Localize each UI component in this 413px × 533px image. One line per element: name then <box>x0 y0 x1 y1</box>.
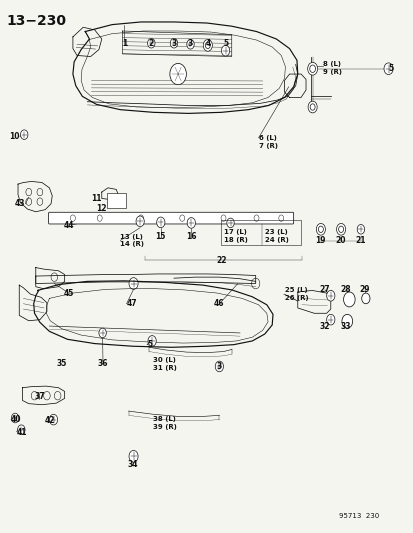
Circle shape <box>147 38 154 48</box>
Text: 44: 44 <box>63 221 74 230</box>
Circle shape <box>307 62 317 75</box>
Circle shape <box>170 38 177 48</box>
Text: 47: 47 <box>126 299 137 308</box>
Text: 14 (R): 14 (R) <box>120 241 144 247</box>
Text: 13 (L): 13 (L) <box>120 234 143 240</box>
Circle shape <box>326 290 334 301</box>
Text: 17 (L): 17 (L) <box>223 229 246 235</box>
Text: 2: 2 <box>148 39 154 48</box>
Circle shape <box>129 278 138 289</box>
Text: 13−230: 13−230 <box>7 14 67 28</box>
Text: 10: 10 <box>9 132 20 141</box>
Text: 21: 21 <box>355 237 365 246</box>
Text: 46: 46 <box>214 299 224 308</box>
Text: 12: 12 <box>96 204 107 213</box>
Text: 16: 16 <box>185 232 196 241</box>
Text: 28: 28 <box>339 285 350 294</box>
Circle shape <box>326 314 334 325</box>
Text: 29: 29 <box>359 285 369 294</box>
Text: 22: 22 <box>216 256 226 264</box>
Circle shape <box>221 45 229 56</box>
Circle shape <box>226 218 234 228</box>
Circle shape <box>203 39 212 51</box>
Text: 15: 15 <box>155 232 166 241</box>
Circle shape <box>383 63 392 75</box>
Text: 9 (R): 9 (R) <box>322 69 341 76</box>
Text: 95713  230: 95713 230 <box>338 513 378 519</box>
Text: 3: 3 <box>216 362 221 372</box>
Text: 7 (R): 7 (R) <box>258 143 277 149</box>
Circle shape <box>361 293 369 304</box>
Circle shape <box>215 361 223 372</box>
Text: 27: 27 <box>319 285 330 294</box>
Text: 8 (L): 8 (L) <box>322 61 340 68</box>
Circle shape <box>343 292 354 307</box>
Text: 45: 45 <box>64 288 74 297</box>
Circle shape <box>21 130 28 140</box>
Text: 33: 33 <box>339 321 350 330</box>
Text: 34: 34 <box>127 460 138 469</box>
Circle shape <box>187 217 195 228</box>
Circle shape <box>99 328 106 338</box>
Text: 31 (R): 31 (R) <box>152 365 176 370</box>
FancyBboxPatch shape <box>48 212 293 224</box>
Text: 19: 19 <box>315 237 325 246</box>
Circle shape <box>316 223 325 235</box>
Text: 5: 5 <box>147 340 152 349</box>
Text: 1: 1 <box>121 39 127 48</box>
Text: 38 (L): 38 (L) <box>153 416 176 422</box>
Circle shape <box>147 336 156 346</box>
Text: 11: 11 <box>91 194 102 203</box>
Text: 23 (L): 23 (L) <box>264 229 287 235</box>
Text: 39 (R): 39 (R) <box>153 424 177 430</box>
Circle shape <box>336 223 345 235</box>
Text: 36: 36 <box>97 359 108 368</box>
Circle shape <box>307 101 316 113</box>
Circle shape <box>169 63 186 85</box>
Text: 32: 32 <box>319 321 330 330</box>
FancyBboxPatch shape <box>107 193 126 208</box>
Text: 3: 3 <box>188 39 192 48</box>
Text: 4: 4 <box>205 39 210 48</box>
Text: 26 (R): 26 (R) <box>284 295 307 301</box>
Text: 25 (L): 25 (L) <box>284 287 306 293</box>
Text: 20: 20 <box>335 237 346 246</box>
Text: 40: 40 <box>11 415 21 424</box>
Circle shape <box>356 224 364 234</box>
Circle shape <box>18 425 25 434</box>
Text: 30 (L): 30 (L) <box>152 357 175 362</box>
Text: 42: 42 <box>45 416 55 425</box>
Text: 41: 41 <box>17 428 27 437</box>
Text: 3: 3 <box>171 39 176 48</box>
Circle shape <box>12 413 19 423</box>
Text: 43: 43 <box>15 199 25 208</box>
Text: 24 (R): 24 (R) <box>264 237 288 243</box>
Circle shape <box>49 414 57 425</box>
Text: 35: 35 <box>57 359 67 368</box>
Text: 5: 5 <box>387 64 392 72</box>
Circle shape <box>341 314 352 328</box>
Circle shape <box>136 216 144 227</box>
Circle shape <box>156 217 164 228</box>
Text: 37: 37 <box>34 392 45 401</box>
Circle shape <box>186 39 194 49</box>
Circle shape <box>129 450 138 462</box>
Text: 6 (L): 6 (L) <box>258 135 276 141</box>
Text: 5: 5 <box>223 39 228 48</box>
Text: 18 (R): 18 (R) <box>223 237 247 243</box>
